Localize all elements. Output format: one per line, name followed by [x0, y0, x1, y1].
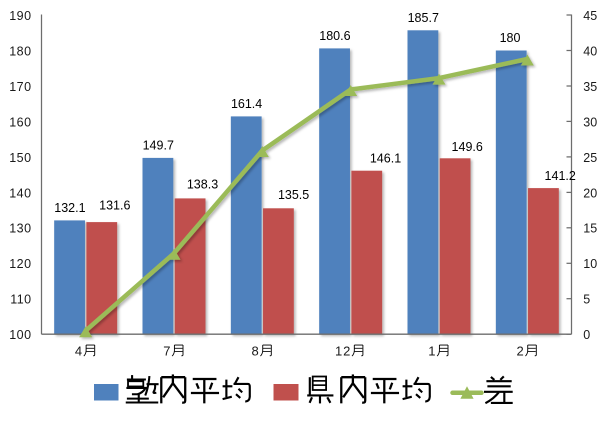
svg-text:149.7: 149.7 [143, 138, 174, 152]
svg-text:7: 7 [163, 343, 170, 358]
svg-text:161.4: 161.4 [231, 97, 262, 111]
svg-text:2: 2 [517, 343, 524, 358]
svg-text:138.3: 138.3 [187, 178, 218, 192]
svg-text:110: 110 [10, 293, 31, 307]
svg-text:35: 35 [583, 80, 597, 94]
svg-text:5: 5 [583, 293, 590, 307]
svg-text:132.1: 132.1 [54, 201, 85, 215]
svg-text:150: 150 [9, 151, 31, 165]
svg-text:180.6: 180.6 [319, 29, 350, 43]
svg-text:20: 20 [583, 186, 597, 200]
svg-text:4: 4 [75, 343, 82, 358]
svg-text:141.2: 141.2 [545, 169, 576, 183]
svg-text:160: 160 [9, 115, 31, 129]
svg-text:10: 10 [583, 257, 597, 271]
svg-text:185.7: 185.7 [408, 11, 439, 25]
svg-text:15: 15 [583, 222, 597, 236]
svg-text:135.5: 135.5 [278, 188, 309, 202]
svg-text:170: 170 [9, 80, 31, 94]
svg-text:146.1: 146.1 [370, 151, 401, 165]
svg-text:1: 1 [428, 343, 435, 358]
svg-text:130: 130 [9, 222, 31, 236]
svg-text:120: 120 [9, 257, 31, 271]
svg-text:131.6: 131.6 [99, 198, 130, 212]
svg-text:190: 190 [9, 9, 31, 23]
svg-text:45: 45 [583, 9, 597, 23]
svg-text:25: 25 [583, 151, 597, 165]
svg-text:30: 30 [583, 115, 597, 129]
svg-text:180: 180 [9, 44, 31, 58]
svg-text:140: 140 [9, 186, 31, 200]
svg-text:180: 180 [500, 31, 521, 45]
svg-text:40: 40 [583, 44, 597, 58]
svg-text:0: 0 [583, 328, 590, 342]
svg-text:100: 100 [9, 328, 31, 342]
svg-text:149.6: 149.6 [452, 140, 483, 154]
svg-text:8: 8 [252, 343, 259, 358]
svg-text:12: 12 [335, 343, 351, 358]
